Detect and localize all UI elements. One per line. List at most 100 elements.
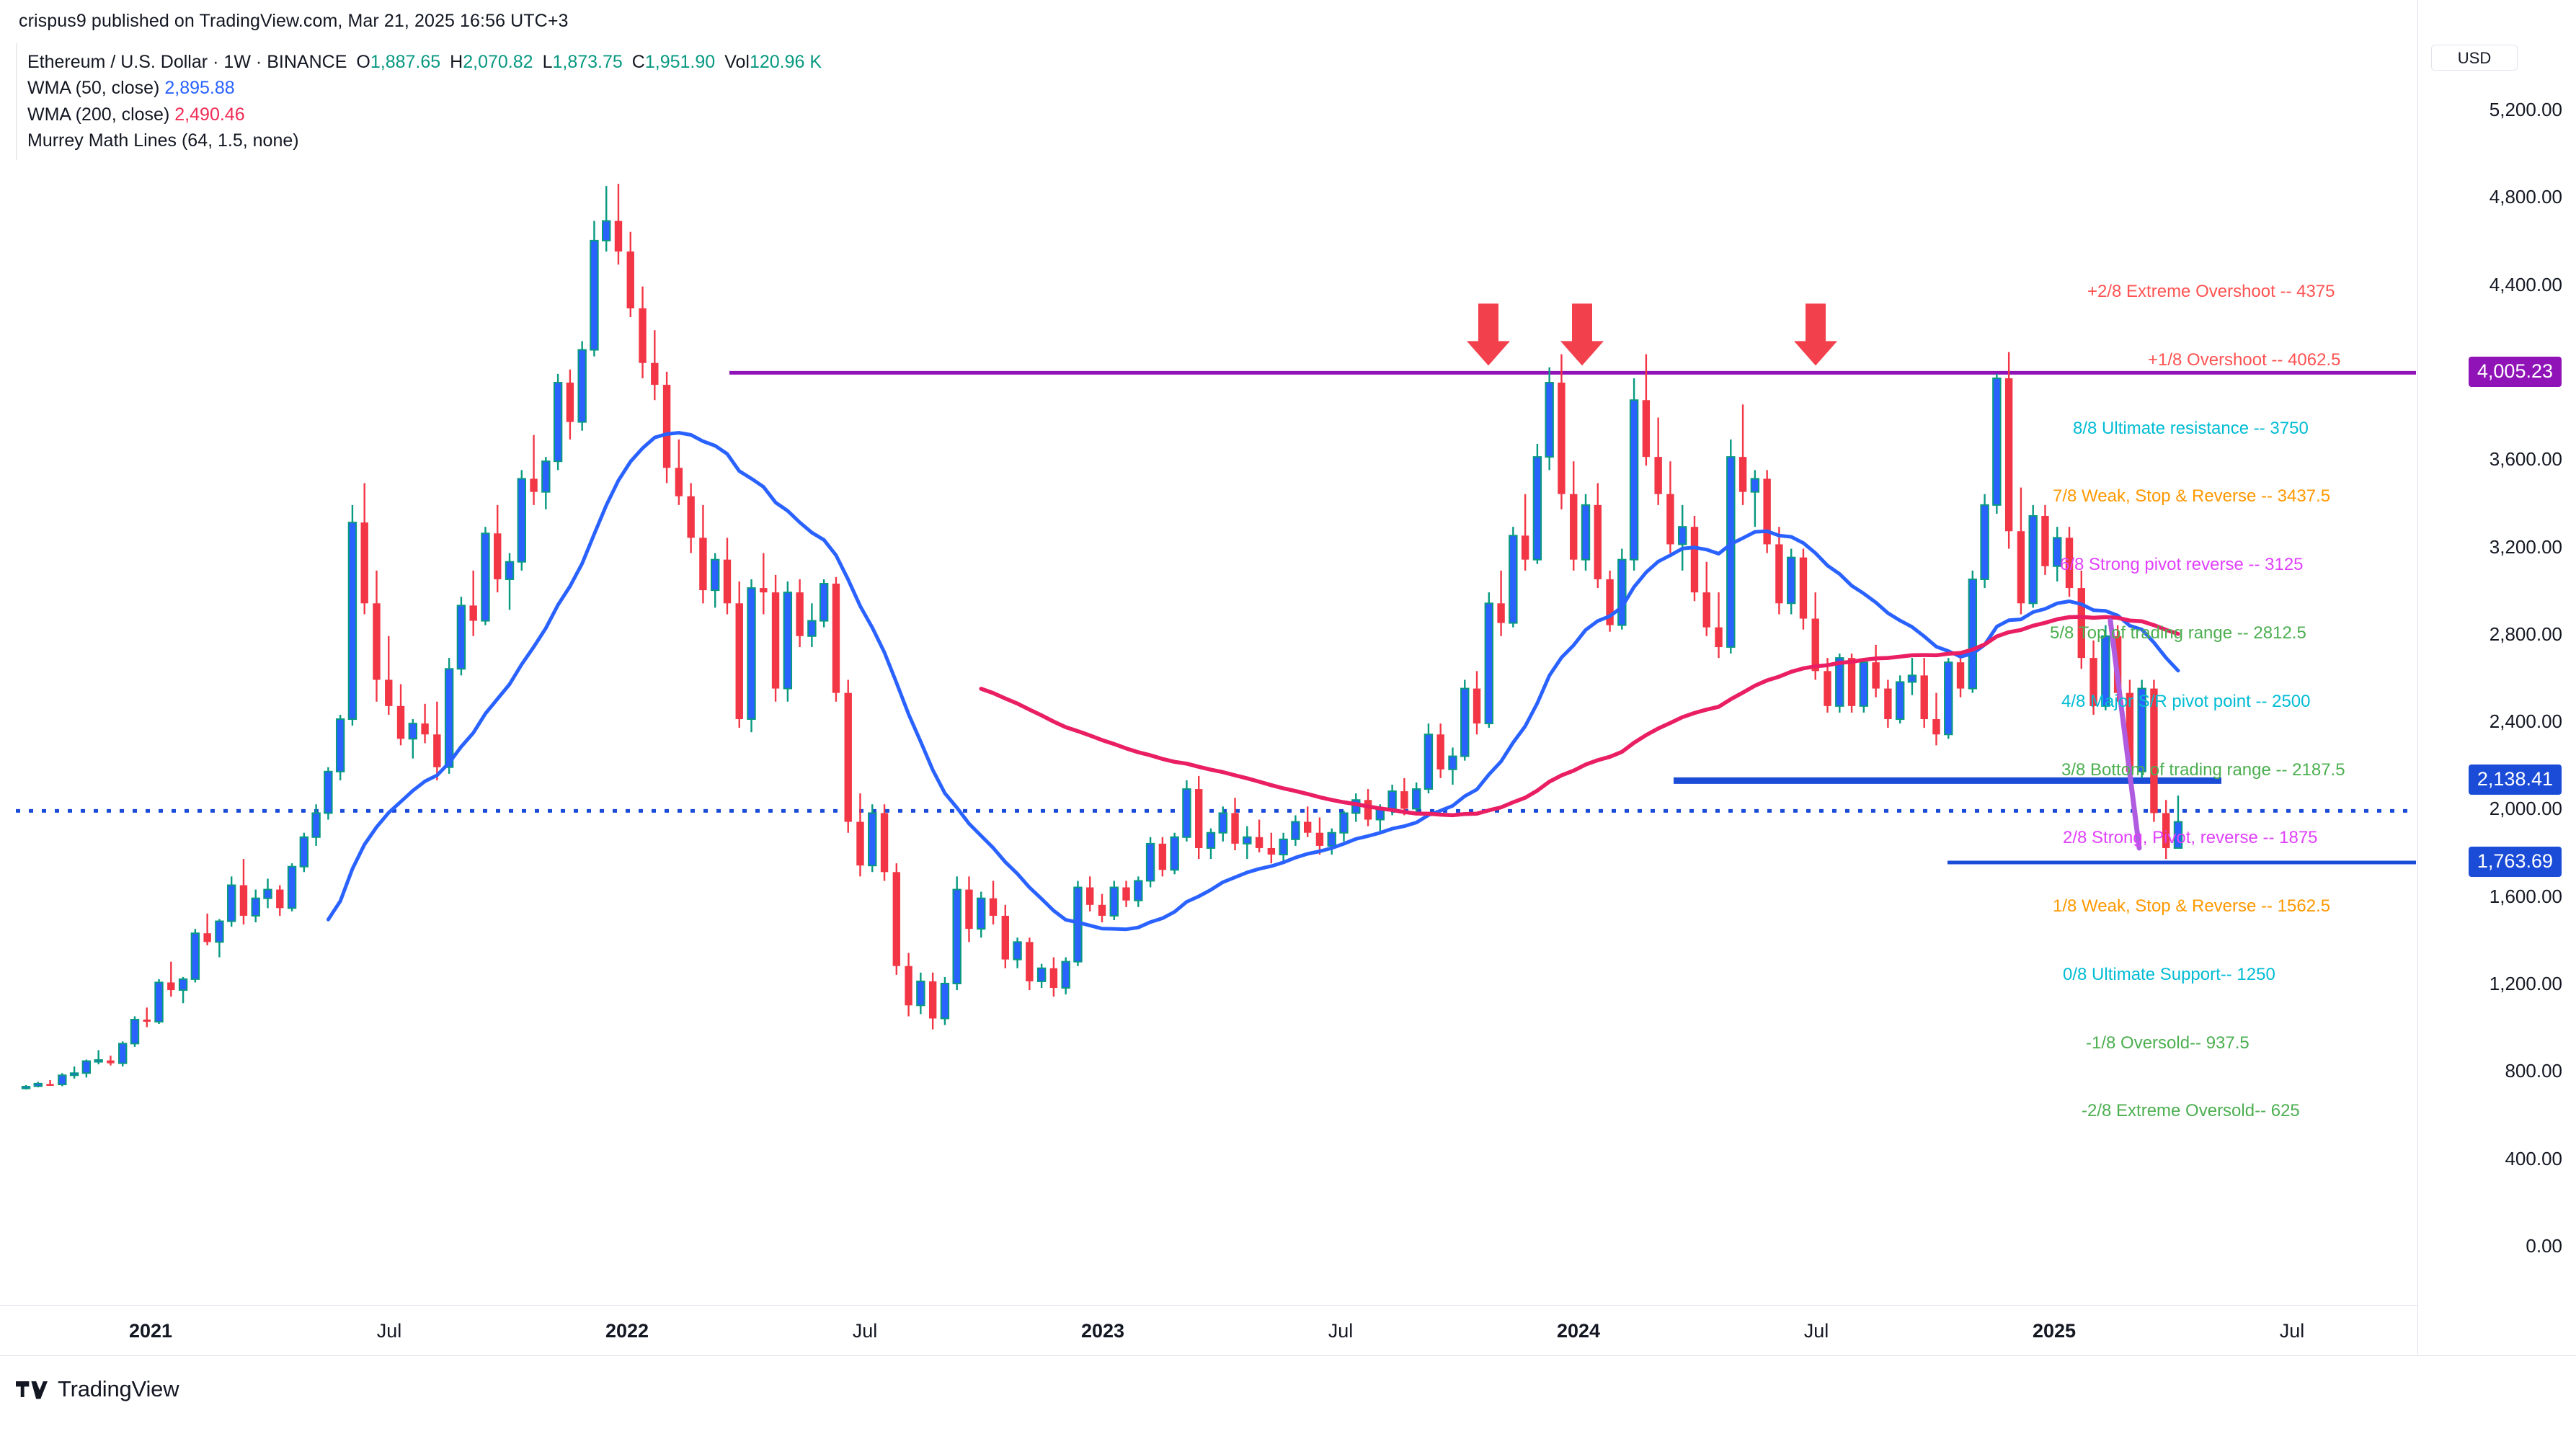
candle-body <box>1726 456 1736 648</box>
candle-body <box>916 980 925 1007</box>
candle-body <box>771 592 780 689</box>
candle-body <box>1098 904 1106 916</box>
chart-plot-area[interactable]: +2/8 Extreme Overshoot -- 4375 +1/8 Overs… <box>16 40 2416 1304</box>
price-tick-10: 800.00 <box>2505 1060 2562 1082</box>
candle-body <box>1424 734 1434 790</box>
candle-body <box>311 812 321 838</box>
candle-body <box>226 884 236 922</box>
price-tick-6: 2,400.00 <box>2489 710 2562 733</box>
candle-body <box>1243 836 1252 844</box>
candle-body <box>1231 813 1239 844</box>
candle-body <box>1036 967 1047 982</box>
candle-body <box>892 872 901 966</box>
legend-wma200-row[interactable]: WMA (200, close) 2,490.46 <box>27 103 822 127</box>
candle-body <box>2137 687 2146 772</box>
candle-body <box>215 920 224 943</box>
candle-body <box>626 251 634 308</box>
tradingview-logo[interactable]: TradingView <box>16 1376 179 1402</box>
legend-symbol-row[interactable]: Ethereum / U.S. Dollar · 1W · BINANCE O1,887.… <box>27 50 822 74</box>
legend-exchange: BINANCE <box>267 52 347 72</box>
candle-body <box>1013 941 1022 960</box>
candle-body <box>287 865 297 909</box>
price-badge-0[interactable]: 4,005.23 <box>2468 357 2562 388</box>
candle-body <box>1654 457 1662 494</box>
candle-body <box>505 561 515 580</box>
murrey-label-6: 4/8 Major S/R pivot point -- 2500 <box>2061 691 2311 711</box>
candle-body <box>747 587 756 721</box>
candle-body <box>469 605 477 621</box>
candle-body <box>2065 538 2074 589</box>
candle-body <box>1364 800 1372 820</box>
time-tick-1: Jul <box>376 1320 402 1342</box>
down-arrow-marker <box>1467 303 1510 366</box>
candle-body <box>1617 558 1627 626</box>
candle-body <box>952 888 961 984</box>
legend-murrey-row[interactable]: Murrey Math Lines (64, 1.5, none) <box>27 129 822 153</box>
candle-body <box>1824 671 1831 706</box>
price-axis[interactable]: USD 5,200.00 4,800.00 4,400.00 3,600.00 3,20… <box>2417 0 2576 1355</box>
candle-body <box>2041 516 2049 566</box>
candle-body <box>494 533 502 579</box>
candle-body <box>1206 832 1216 849</box>
ohlc-low-key: L <box>542 52 553 72</box>
candle-body <box>1545 382 1554 458</box>
legend-wma50-value: 2,895.88 <box>164 78 235 99</box>
candle-body <box>928 981 937 1019</box>
time-tick-8: 2025 <box>2032 1320 2077 1342</box>
candle-body <box>360 522 368 604</box>
candle-body <box>856 821 864 866</box>
price-badge-2[interactable]: 1,763.69 <box>2468 847 2562 878</box>
ohlc-volume-key: Vol <box>724 52 750 72</box>
legend-sep-1: · <box>213 52 219 72</box>
candle-body <box>444 668 454 768</box>
candle-body <box>1001 915 1009 960</box>
candle-body <box>1473 688 1481 724</box>
candle-body <box>1606 579 1614 625</box>
candle-body <box>324 770 333 814</box>
down-arrow-marker <box>1560 303 1604 366</box>
candle-body <box>1279 838 1288 856</box>
time-tick-5: Jul <box>1328 1320 1354 1342</box>
candle-body <box>1327 832 1336 847</box>
candle-body <box>190 932 200 980</box>
candle-body <box>940 982 950 1020</box>
candle-body <box>553 382 563 463</box>
candle-body <box>1460 687 1470 757</box>
legend-wma50-name: WMA (50, close) <box>27 78 160 99</box>
candle-body <box>2028 515 2038 605</box>
candle-body <box>1775 544 1783 604</box>
candle-body <box>989 898 998 916</box>
candle-body <box>1992 377 2002 506</box>
candle-body <box>1581 504 1591 561</box>
candle-body <box>2101 635 2110 707</box>
candle-body <box>1387 790 1397 810</box>
price-tick-7: 2,000.00 <box>2489 798 2562 820</box>
price-tick-3: 3,600.00 <box>2489 448 2562 471</box>
price-badge-1[interactable]: 2,138.41 <box>2468 764 2562 795</box>
candle-body <box>699 538 707 591</box>
candle-body <box>1932 719 1940 735</box>
time-axis[interactable]: 2021 Jul 2022 Jul 2023 Jul 2024 Jul 2025 Jul <box>0 1305 2417 1355</box>
candle-body <box>2173 821 2183 849</box>
legend-wma50-row[interactable]: WMA (50, close) 2,895.88 <box>27 76 822 100</box>
candle-body <box>456 605 466 670</box>
candle-body <box>1484 602 1494 725</box>
candle-body <box>2017 531 2025 604</box>
candle-body <box>602 220 611 241</box>
price-tick-0: 5,200.00 <box>2489 99 2562 120</box>
candle-body <box>662 385 671 468</box>
candle-body <box>1968 578 1978 690</box>
price-tick-1: 4,800.00 <box>2489 186 2562 208</box>
candle-body <box>783 592 793 690</box>
ohlc-open-key: O <box>356 52 370 72</box>
murrey-label-11: -1/8 Oversold-- 937.5 <box>2086 1033 2249 1053</box>
candle-body <box>373 603 381 680</box>
candle-body <box>1944 661 1953 736</box>
candle-body <box>143 1020 151 1022</box>
candle-body <box>1895 681 1905 721</box>
candle-body <box>178 978 188 991</box>
candle-body <box>1884 688 1892 720</box>
candle-body <box>1738 457 1747 492</box>
price-tick-12: 0.00 <box>2526 1234 2562 1257</box>
candle-body <box>1811 618 1819 672</box>
